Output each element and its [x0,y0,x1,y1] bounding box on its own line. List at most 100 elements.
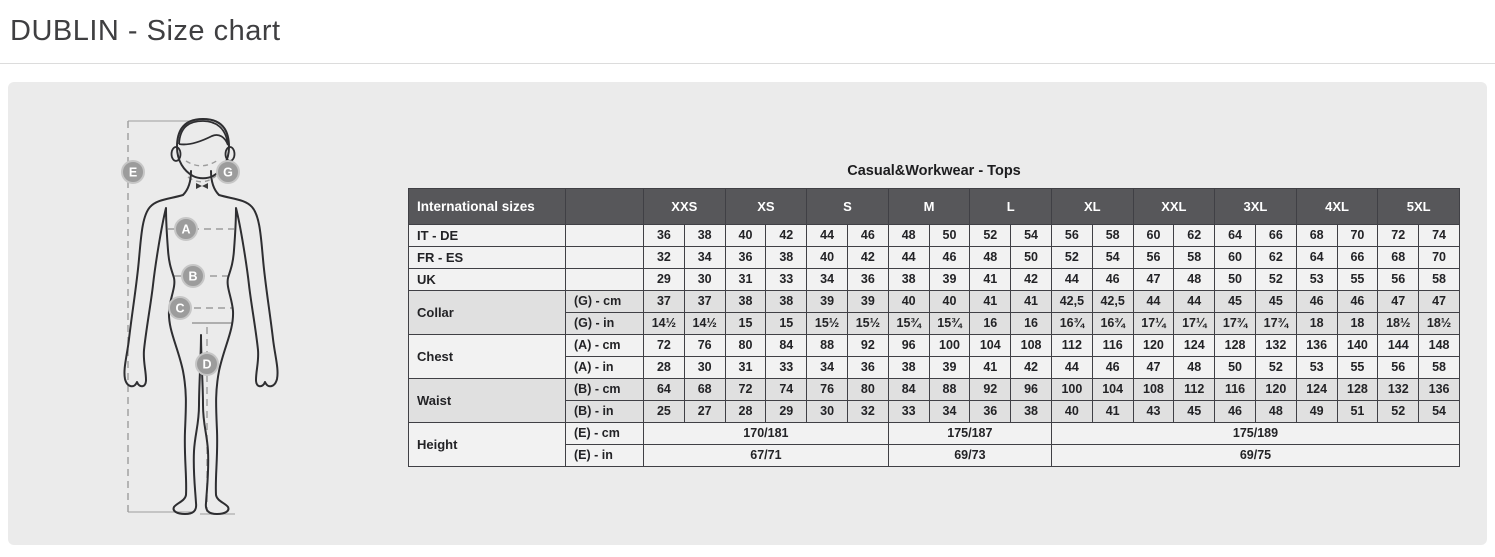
size-value-cell: 15½ [806,312,848,335]
size-value-cell: 15¾ [928,312,971,335]
size-value-cell: 37 [643,290,685,313]
size-value-cell: 76 [683,334,726,357]
size-value-cell: 69/75 [1050,444,1461,467]
size-value-cell: 48 [1173,268,1216,291]
size-value-cell: 31 [724,268,767,291]
size-value-cell: 50 [1214,356,1256,379]
table-row: (E) - in 67/71 69/73 69/75 [409,444,1461,467]
size-value-cell: 42 [1010,356,1052,379]
label-badge-waist: B [181,264,205,288]
label-badge-chest: A [174,217,198,241]
size-value-cell: 58 [1418,268,1460,291]
label-letter-collar: G [223,166,233,180]
size-value-cell: 50 [1010,246,1052,269]
size-value-cell: 69/73 [887,444,1052,467]
table-row: (G) - in 14½ 14½ 15 15 15½ 15½ 15¾ 15¾ 16 16 16¾ 16¾… [409,312,1460,335]
row-sublabel: (A) - cm [565,334,644,357]
size-value-cell: 15 [724,312,767,335]
size-value-cell: 34 [806,356,848,379]
size-value-cell: 40 [887,290,930,313]
size-value-cell: 52 [1254,356,1297,379]
size-value-cell: 60 [1132,224,1175,247]
size-value-cell: 74 [765,378,808,401]
table-row: (B) - in 25 27 28 29 30 32 33 34 36 38 40 41 43 45 46 48… [409,400,1460,423]
size-value-cell: 46 [1214,400,1256,423]
header-size-xl: XL [1050,188,1134,225]
size-value-cell: 47 [1418,290,1460,313]
size-value-cell: 148 [1418,334,1460,357]
size-value-cell: 47 [1132,356,1175,379]
size-value-cell: 62 [1254,246,1297,269]
size-value-cell: 53 [1295,268,1338,291]
size-value-cell: 16¾ [1091,312,1134,335]
row-sublabel [565,268,644,291]
size-value-cell: 28 [724,400,767,423]
header-size-xs: XS [724,188,808,225]
size-value-cell: 96 [887,334,930,357]
size-value-cell: 17¾ [1214,312,1256,335]
size-value-cell: 64 [1295,246,1338,269]
header-size-xxl: XXL [1132,188,1216,225]
size-value-cell: 40 [806,246,848,269]
size-value-cell: 38 [887,268,930,291]
table-row: IT - DE 36 38 40 42 44 46 48 50 52 54 56 58 60 62 64 66 6… [408,224,1460,247]
size-value-cell: 49 [1295,400,1338,423]
body-measurement-figure: E G A B C D [121,117,279,515]
size-value-cell: 144 [1377,334,1420,357]
size-value-cell: 100 [928,334,971,357]
row-sublabel: (E) - cm [565,422,644,445]
size-value-cell: 48 [887,224,930,247]
size-value-cell: 45 [1254,290,1297,313]
size-value-cell: 36 [969,400,1012,423]
size-value-cell: 58 [1173,246,1216,269]
size-value-cell: 92 [846,334,889,357]
size-value-cell: 92 [969,378,1012,401]
row-sublabel [565,224,644,247]
size-value-cell: 38 [765,290,808,313]
size-value-cell: 41 [969,290,1012,313]
size-value-cell: 50 [1214,268,1256,291]
size-value-cell: 56 [1050,224,1093,247]
size-value-cell: 60 [1214,246,1256,269]
size-value-cell: 25 [643,400,685,423]
size-value-cell: 15 [765,312,808,335]
size-value-cell: 48 [1254,400,1297,423]
size-value-cell: 51 [1336,400,1379,423]
row-label: UK [408,268,566,291]
size-value-cell: 40 [928,290,971,313]
size-value-cell: 175/187 [887,422,1052,445]
size-value-cell: 41 [1010,290,1052,313]
size-value-cell: 116 [1214,378,1256,401]
size-value-cell: 39 [806,290,848,313]
label-letter-hip: C [175,302,184,316]
size-value-cell: 41 [1091,400,1134,423]
label-badge-height: E [121,160,145,184]
size-value-cell: 46 [1336,290,1379,313]
figure-ear-right [224,146,236,162]
size-value-cell: 42 [765,224,808,247]
table-row: Collar (G) - cm 37 37 38 38 39 39 40 40 41 41 42,5 42… [408,290,1460,335]
row-sublabel: (B) - in [565,400,644,423]
size-value-cell: 100 [1050,378,1093,401]
size-value-cell: 124 [1295,378,1338,401]
header-size-3xl: 3XL [1214,188,1297,225]
size-value-cell: 30 [683,356,726,379]
size-value-cell: 28 [643,356,685,379]
table-row: Waist (B) - cm 64 68 72 74 76 80 84 88 92 96 100 104 1… [408,378,1460,423]
size-value-cell: 132 [1377,378,1420,401]
size-value-cell: 50 [928,224,971,247]
row-label: Waist [408,378,566,423]
size-value-cell: 42 [846,246,889,269]
size-value-cell: 32 [846,400,889,423]
size-value-cell: 42,5 [1091,290,1134,313]
header-size-xxs: XXS [643,188,726,225]
size-value-cell: 27 [683,400,726,423]
header-size-l: L [969,188,1052,225]
size-value-cell: 33 [765,268,808,291]
table-row: Chest (A) - cm 72 76 80 84 88 92 96 100 104 108 112 1… [408,334,1460,379]
size-value-cell: 18½ [1377,312,1420,335]
size-value-cell: 54 [1091,246,1134,269]
size-value-cell: 45 [1173,400,1216,423]
size-value-cell: 116 [1091,334,1134,357]
size-value-cell: 29 [643,268,685,291]
